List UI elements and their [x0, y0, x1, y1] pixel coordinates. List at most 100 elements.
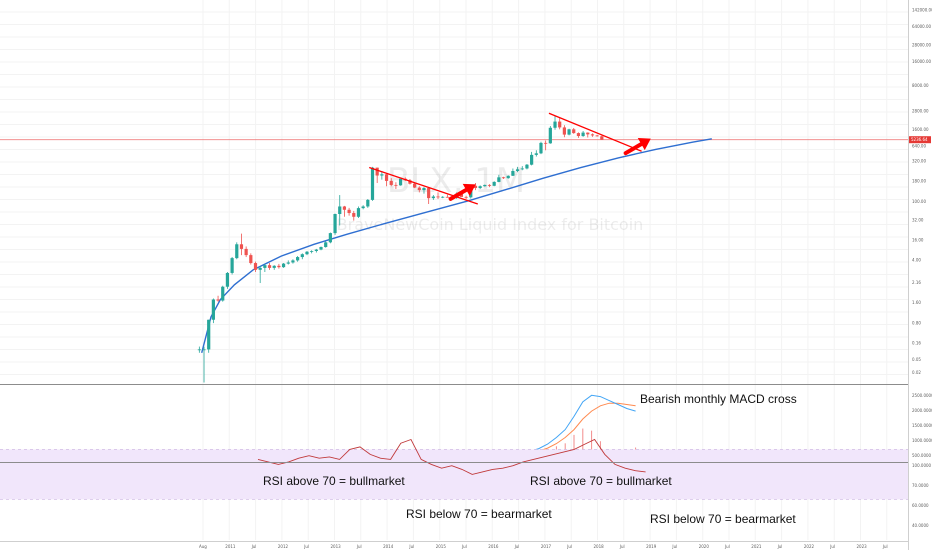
- candle: [515, 166, 520, 173]
- candle-body: [464, 196, 468, 198]
- candle-body: [487, 184, 492, 186]
- candle-body: [427, 188, 431, 199]
- candle: [258, 266, 262, 284]
- price-tick-label: 320.00: [912, 158, 926, 163]
- candle: [352, 210, 356, 221]
- candle: [520, 166, 524, 171]
- macd-tick-label: 1500.0000: [912, 423, 932, 428]
- rsi-tick-label: 40.0000: [912, 523, 929, 528]
- macd-tick-label: 2500.0000: [912, 393, 932, 398]
- candle-body: [314, 249, 318, 251]
- candle-body: [394, 184, 398, 186]
- candle: [431, 195, 435, 200]
- candle-body: [366, 199, 370, 207]
- candle-body: [319, 247, 323, 250]
- candle-body: [483, 184, 487, 187]
- candle: [384, 173, 389, 187]
- candle-body: [525, 164, 529, 169]
- price-tick-label: 100.00: [912, 199, 926, 204]
- breakout-arrow-icon: [448, 183, 476, 201]
- candle: [305, 250, 309, 256]
- candle-body: [211, 299, 215, 320]
- candle: [324, 241, 328, 248]
- candle: [530, 151, 534, 166]
- time-tick-label: Jul: [303, 544, 309, 549]
- price-tick-label: 0.02: [912, 370, 921, 375]
- candle: [506, 175, 510, 179]
- candle-body: [567, 129, 571, 135]
- candle-body: [253, 263, 258, 270]
- current-price-tag: [909, 136, 931, 144]
- candle-body: [600, 136, 604, 140]
- candle-body: [520, 168, 524, 170]
- candle: [225, 272, 230, 289]
- candle: [272, 265, 276, 270]
- time-tick-label: 2019: [646, 544, 657, 549]
- candle: [356, 206, 361, 218]
- candle-body: [492, 181, 496, 186]
- candle: [422, 187, 426, 194]
- candle: [249, 253, 253, 265]
- rsi-bull-annotation-1: RSI above 70 = bullmarket: [263, 474, 405, 488]
- candle-body: [202, 349, 206, 351]
- candle: [296, 256, 300, 262]
- candle-body: [473, 185, 478, 189]
- candle: [511, 168, 515, 177]
- candle: [501, 176, 506, 180]
- rsi-band: [0, 449, 908, 500]
- candle-body: [347, 209, 351, 214]
- candle-body: [511, 170, 515, 176]
- macd-tick-label: 500.0000: [912, 453, 932, 458]
- candle-body: [310, 250, 314, 252]
- arrow-head: [462, 183, 476, 196]
- price-tick-label: 1.60: [912, 300, 921, 305]
- trendline: [369, 166, 479, 205]
- candle-body: [515, 169, 520, 171]
- price-axis[interactable]: 142000.00 64000.00 28000.00 16000.00 8000.00…: [908, 0, 932, 550]
- time-tick-label: Jul: [251, 544, 257, 549]
- log-growth-curve: [201, 138, 712, 353]
- candle: [600, 135, 604, 140]
- rsi-tick-label: 60.0000: [912, 503, 929, 508]
- candle: [567, 128, 571, 136]
- candle: [478, 185, 482, 190]
- candle-body: [590, 134, 595, 136]
- price-tick-label: 0.05: [912, 357, 921, 362]
- candle: [310, 250, 314, 254]
- candle-body: [417, 187, 421, 191]
- candle-body: [197, 349, 201, 351]
- candle: [314, 248, 318, 253]
- watermark-description: BraveNewCoin Liquid Index for Bitcoin: [337, 215, 644, 234]
- candle-body: [548, 127, 552, 144]
- time-tick-label: 2021: [751, 544, 762, 549]
- candle: [553, 115, 557, 130]
- time-axis[interactable]: Aug 2011 Jul 2012 Jul 2013 Jul 2014 Jul 2015 Jul 20…: [0, 541, 908, 550]
- candle: [487, 184, 492, 188]
- candle: [235, 242, 239, 260]
- candle: [263, 264, 267, 273]
- candle: [230, 257, 234, 275]
- arrow-head: [637, 138, 651, 151]
- price-tick-label: 16.00: [912, 238, 924, 243]
- candle: [286, 260, 290, 265]
- candle-body: [267, 265, 272, 268]
- candle-body: [286, 262, 290, 264]
- candle: [239, 233, 244, 256]
- candle-body: [408, 180, 412, 184]
- candle-body: [478, 186, 482, 189]
- time-tick-label: 2014: [383, 544, 394, 549]
- price-tick-label: 4.00: [912, 258, 921, 263]
- candle: [497, 174, 501, 183]
- candle-body: [356, 208, 361, 217]
- candle: [572, 127, 576, 134]
- candle: [366, 198, 370, 208]
- candle-body: [239, 244, 244, 249]
- time-tick-label: 2016: [488, 544, 499, 549]
- price-tick-label: 2.16: [912, 280, 921, 285]
- price-tick-label: 0.80: [912, 320, 921, 325]
- price-pane: [0, 112, 908, 383]
- candle-body: [497, 177, 501, 182]
- rsi-bull-annotation-2: RSI above 70 = bullmarket: [530, 474, 672, 488]
- candle: [197, 346, 201, 353]
- price-tick-label: 2800.00: [912, 109, 929, 114]
